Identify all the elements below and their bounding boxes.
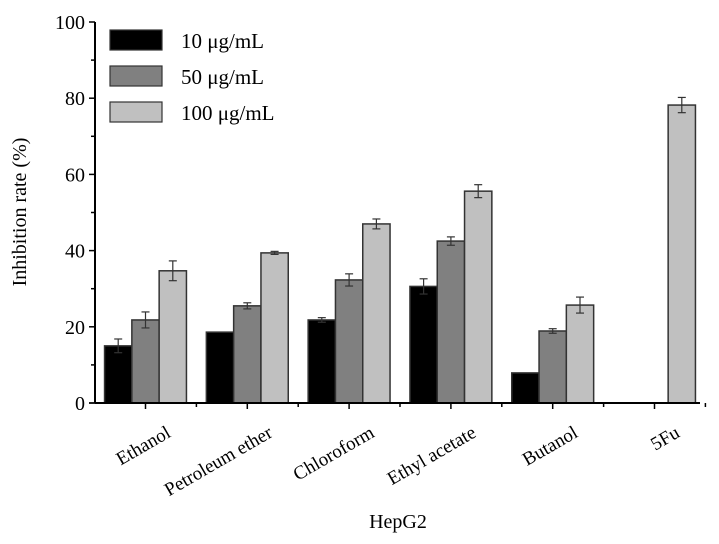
legend-label: 10 μg/mL [181, 29, 264, 53]
bar [260, 252, 290, 404]
y-tick-label: 60 [65, 164, 85, 186]
bar [463, 190, 493, 404]
bar [436, 240, 466, 404]
y-axis-label: Inhibition rate (%) [9, 138, 31, 287]
bar [511, 372, 540, 404]
bar [307, 319, 337, 404]
bar [334, 279, 364, 404]
x-tick-label: Ethyl acetate [384, 422, 480, 490]
x-axis-label: HepG2 [369, 511, 427, 533]
x-tick-label: 5Fu [647, 422, 684, 455]
y-tick-label: 100 [55, 12, 85, 34]
bar [103, 345, 133, 404]
x-tick-label: Chloroform [290, 422, 378, 485]
legend-swatch [109, 29, 163, 51]
x-tick-label: Ethanol [113, 422, 175, 470]
legend-swatch [109, 101, 163, 123]
y-tick-label: 80 [65, 88, 85, 110]
bar [131, 319, 160, 404]
bar [538, 330, 568, 404]
bar [205, 331, 235, 404]
y-tick-label: 0 [75, 393, 85, 415]
bar [667, 104, 697, 404]
legend-label: 100 μg/mL [181, 101, 275, 125]
bar [362, 223, 391, 404]
x-tick-label: Petroleum ether [161, 422, 277, 501]
bar [409, 285, 439, 404]
y-tick-label: 40 [65, 241, 85, 263]
bar [232, 305, 262, 404]
bars [103, 96, 697, 404]
legend: 10 μg/mL 50 μg/mL 100 μg/mL [109, 29, 275, 125]
legend-label: 50 μg/mL [181, 65, 264, 89]
bar [565, 304, 595, 404]
legend-swatch [109, 65, 163, 87]
bar [158, 270, 188, 404]
x-tick-label: Butanol [519, 422, 582, 470]
y-tick-label: 20 [65, 317, 85, 339]
